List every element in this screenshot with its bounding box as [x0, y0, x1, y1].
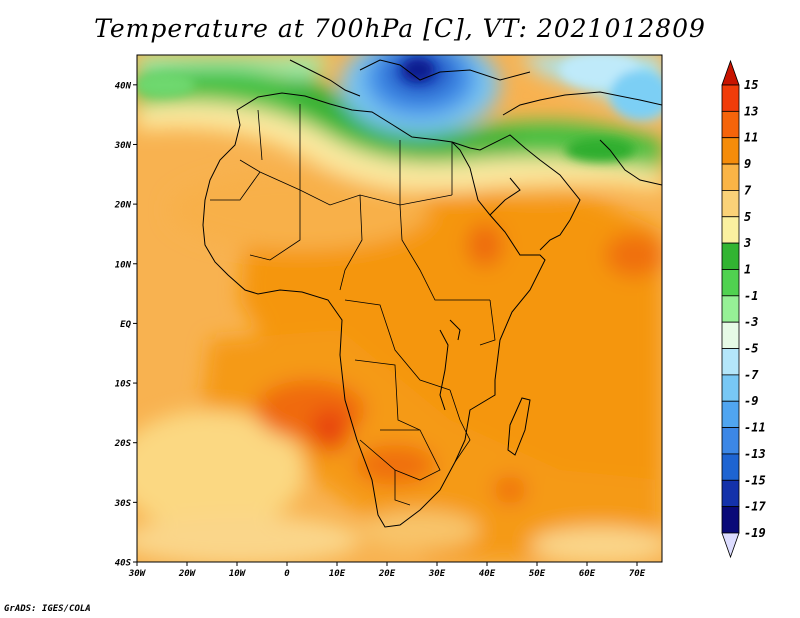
legend-label: -17	[744, 500, 766, 514]
legend-swatch	[721, 137, 740, 165]
legend-label: 1	[744, 262, 751, 276]
legend-label: -15	[744, 473, 766, 487]
legend-swatch	[721, 479, 740, 508]
lat-label: 30S	[114, 499, 132, 509]
lon-label: 10W	[229, 569, 247, 579]
legend-swatch	[721, 506, 740, 534]
lon-label: 30W	[128, 569, 147, 579]
legend-swatch	[721, 453, 740, 481]
legend-swatch	[721, 374, 740, 402]
lon-label: 20W	[178, 569, 197, 579]
legend-label: 11	[744, 131, 758, 145]
coastlines	[202, 59, 662, 528]
lat-label: 40N	[115, 81, 132, 91]
map-frame	[136, 54, 663, 563]
legend-swatch	[721, 190, 740, 218]
lat-label: EQ	[120, 320, 131, 330]
latitude-axis: 40N 30N 20N 10N EQ 10S 20S 30S 40S	[114, 81, 137, 569]
lat-label: 10S	[115, 380, 132, 390]
legend-label: 7	[744, 183, 752, 197]
country-borders	[210, 104, 496, 506]
chart-title: Temperature at 700hPa [C], VT: 202101280…	[94, 14, 706, 43]
legend-label: 9	[744, 157, 751, 171]
legend-label: -19	[744, 526, 766, 540]
legend-swatch	[721, 216, 740, 244]
legend-swatch	[721, 269, 740, 297]
legend-label: -7	[744, 368, 759, 382]
lon-label: 70E	[629, 569, 646, 579]
legend-swatch	[721, 427, 740, 455]
legend-label: -11	[744, 421, 766, 435]
lon-label: 20E	[378, 569, 396, 579]
lon-label: 40E	[479, 569, 496, 579]
legend-swatch	[721, 400, 740, 428]
lat-label: 20N	[114, 201, 132, 211]
lon-label: 50E	[529, 569, 546, 579]
legend-label: -3	[744, 315, 758, 329]
lon-label: 0	[284, 569, 290, 579]
legend-label: 5	[744, 210, 751, 224]
lon-label: 60E	[579, 569, 596, 579]
legend-label: -1	[744, 289, 758, 303]
grads-credit: GrADS: IGES/COLA	[4, 604, 91, 614]
lat-label: 40S	[115, 559, 132, 569]
longitude-axis: 30W 20W 10W 0 10E 20E 30E 40E 50E 60E 70E	[128, 562, 646, 579]
lon-label: 10E	[329, 569, 346, 579]
legend-arrow-bottom	[721, 532, 740, 559]
legend-swatch	[721, 348, 740, 376]
lat-label: 30N	[114, 141, 132, 151]
legend-label: 3	[743, 236, 751, 250]
legend-swatch	[721, 110, 740, 139]
legend-swatch	[721, 84, 740, 112]
lat-label: 20S	[114, 439, 132, 449]
color-legend: 15 13 11 9 7 5 3 1 -1 -3 -5 -7 -9 -11 -13 -15 -17 -19	[721, 59, 766, 559]
lat-label: 10N	[115, 260, 132, 270]
legend-swatch	[721, 163, 740, 191]
legend-swatch	[721, 242, 740, 270]
temperature-field	[137, 55, 662, 562]
legend-label: -13	[744, 447, 766, 461]
legend-swatch	[721, 295, 740, 323]
legend-label: -9	[744, 394, 758, 408]
legend-arrow-top	[721, 59, 740, 86]
legend-label: 15	[744, 78, 758, 92]
legend-label: -5	[744, 342, 758, 356]
legend-label: 13	[744, 104, 758, 118]
legend-swatch	[721, 321, 740, 349]
lon-label: 30E	[428, 569, 446, 579]
